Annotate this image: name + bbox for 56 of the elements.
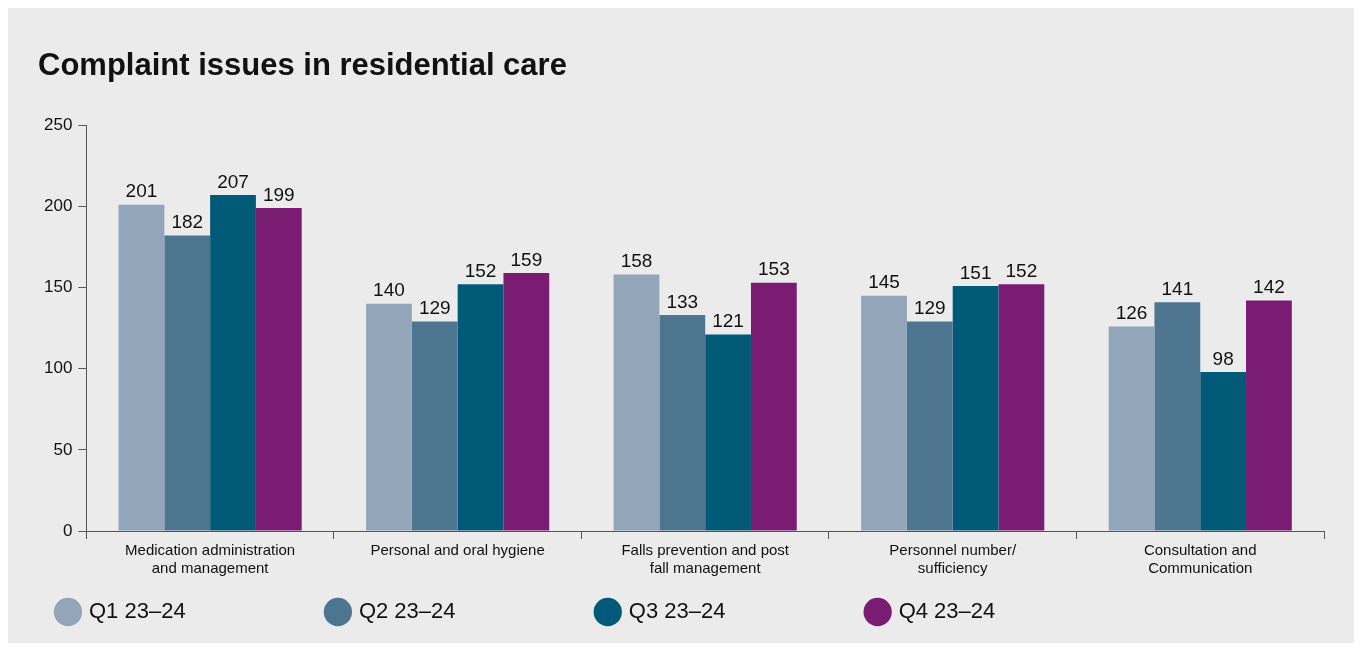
chart-title: Complaint issues in residential care [38,47,567,83]
data-label: 133 [666,290,699,312]
x-tick-label: Consultation and Communication [1143,541,1257,577]
bar [613,274,660,531]
bar [659,315,706,531]
legend-label: Q3 23–24 [628,598,848,624]
bar [164,235,211,531]
bar [411,321,458,531]
x-tick-label: Personal and oral hygiene [370,541,545,559]
data-label: 152 [1005,260,1038,282]
data-label: 140 [373,279,405,301]
legend-label: Q4 23–24 [898,598,1118,624]
data-label: 98 [1212,347,1234,369]
y-tick-label: 250 [43,114,73,134]
bar [1200,371,1247,531]
y-tick-label: 150 [43,277,73,297]
x-tick-label: Medication administration and management [125,541,296,577]
x-tick-label: Falls prevention and post fall management [621,541,790,577]
bar [952,285,999,531]
bar [366,303,412,531]
data-label: 182 [171,211,204,233]
data-label: 153 [758,258,790,280]
y-tick-label: 50 [53,439,73,459]
bar [1154,302,1201,531]
bar [210,195,256,531]
data-label: 152 [464,260,497,282]
data-label: 159 [510,248,543,270]
y-tick-label: 100 [43,358,73,378]
y-tick-label: 200 [43,196,73,216]
bar [998,284,1045,531]
data-label: 207 [217,170,249,192]
data-label: 129 [418,297,451,319]
bar [118,204,165,531]
bar [1108,326,1155,531]
bar [503,272,550,531]
data-label: 145 [868,271,900,293]
bar [457,284,504,531]
bar [750,282,797,531]
data-label: 141 [1161,277,1194,299]
bar [1246,300,1292,531]
y-tick-label: 0 [62,520,73,540]
bar [906,321,953,531]
legend-label: Q1 23–24 [89,598,308,624]
data-label: 151 [959,261,992,283]
bar [255,207,302,531]
data-label: 199 [262,183,295,205]
bar [861,295,907,531]
data-label: 201 [125,180,158,202]
data-label: 129 [913,297,946,319]
legend-label: Q2 23–24 [358,598,578,624]
data-label: 126 [1115,302,1148,324]
data-label: 142 [1253,276,1285,298]
data-label: 121 [712,310,744,332]
bar [705,334,751,531]
data-label: 158 [620,250,653,272]
x-tick-label: Personnel number/ sufficiency [889,541,1017,577]
